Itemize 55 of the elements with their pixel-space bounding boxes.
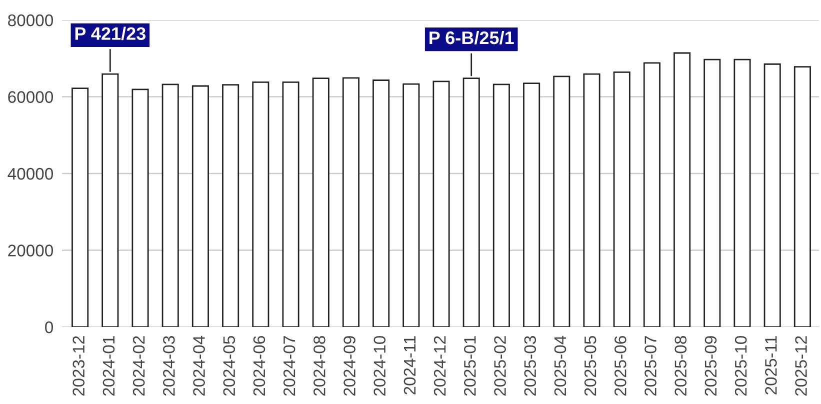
bar: [342, 77, 360, 327]
y-tick-label: 60000: [8, 91, 54, 103]
x-tick-label: 2025-07: [644, 336, 656, 396]
x-tick-label: 2025-10: [734, 336, 747, 396]
y-tick-label: 20000: [8, 244, 54, 256]
bar: [252, 81, 270, 327]
bar: [162, 84, 179, 327]
y-tick-label: 0: [45, 321, 54, 334]
bar: [523, 82, 540, 327]
bar: [402, 83, 420, 327]
x-tick-label: 2024-08: [314, 336, 326, 396]
bar: [282, 81, 300, 327]
x-tick-label: 2025-11: [765, 336, 777, 394]
x-tick-label: 2023-12: [72, 336, 85, 396]
x-tick-label: 2025-12: [795, 336, 807, 396]
x-tick-label: 2024-05: [223, 336, 236, 396]
x-tick-label: 2025-02: [494, 336, 506, 396]
bar: [794, 66, 811, 327]
bar: [674, 52, 691, 327]
bar: [643, 62, 660, 327]
x-tick-label: 2024-06: [253, 336, 266, 396]
bar: [372, 80, 390, 327]
y-tick-label: 40000: [8, 168, 54, 180]
annotation: P 6-B/25/1: [430, 30, 514, 44]
x-tick-label: 2025-05: [584, 336, 596, 396]
x-tick-label: 2024-07: [283, 336, 296, 396]
bar: [492, 84, 510, 327]
x-tick-label: 2025-04: [554, 336, 566, 396]
x-tick-label: 2024-09: [344, 336, 356, 396]
bar: [704, 58, 721, 327]
bar: [553, 76, 570, 327]
x-tick-label: 2024-10: [374, 336, 386, 396]
bar: [222, 84, 240, 327]
x-tick-label: 2025-01: [464, 336, 476, 396]
annotation: P 421/23: [75, 26, 146, 40]
x-tick-label: 2024-04: [193, 336, 205, 396]
bar: [132, 88, 149, 327]
bar: [312, 78, 330, 327]
x-tick-label: 2024-03: [163, 336, 175, 396]
bar: [764, 63, 781, 327]
x-tick-label: 2024-01: [102, 336, 115, 396]
bar: [72, 88, 89, 327]
bar: [613, 71, 630, 327]
bar: [583, 73, 600, 327]
y-tick-label: 80000: [8, 14, 54, 26]
bar: [432, 80, 450, 327]
x-tick-label: 2024-02: [132, 336, 145, 396]
x-tick-label: 2024-11: [404, 336, 416, 394]
bar: [192, 85, 209, 327]
x-tick-label: 2025-08: [674, 336, 687, 396]
x-tick-label: 2025-06: [614, 336, 626, 396]
x-tick-label: 2025-09: [704, 336, 717, 396]
bar: [734, 58, 751, 327]
x-tick-label: 2024-12: [434, 336, 446, 396]
x-tick-label: 2025-03: [524, 336, 536, 396]
